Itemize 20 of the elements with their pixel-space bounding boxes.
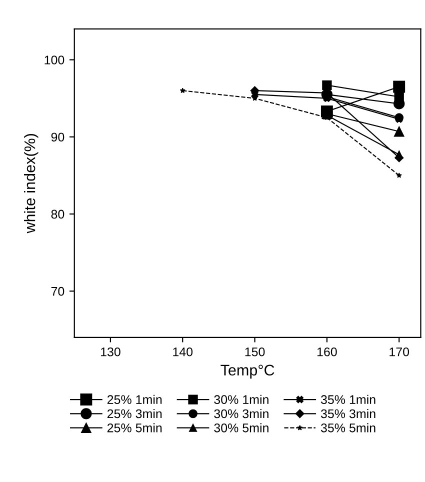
x-tick-label: 160 xyxy=(317,347,337,356)
x-tick-label: 140 xyxy=(173,347,193,356)
x-axis-title: Temp°C xyxy=(220,364,274,379)
y-axis-title: white index(%) xyxy=(24,134,38,234)
y-tick-label: 70 xyxy=(51,286,64,296)
legend-label: 25% 5min xyxy=(107,423,162,432)
legend-label: 30% 5min xyxy=(214,423,268,432)
x-tick-label: 170 xyxy=(390,347,410,356)
y-tick-label: 100 xyxy=(44,56,64,64)
legend-label: 30% 3min xyxy=(214,408,268,418)
legend-label: 35% 5min xyxy=(320,423,376,432)
legend-label: 35% 1min xyxy=(320,394,376,404)
legend-label: 25% 1min xyxy=(107,394,162,404)
x-tick-label: 150 xyxy=(245,347,265,356)
legend-label: 30% 1min xyxy=(214,394,268,404)
legend-label: 25% 3min xyxy=(107,408,162,418)
y-tick-label: 80 xyxy=(51,210,64,219)
y-tick-label: 90 xyxy=(51,132,64,142)
legend-label: 35% 3min xyxy=(320,408,376,418)
x-tick-label: 130 xyxy=(100,347,120,356)
